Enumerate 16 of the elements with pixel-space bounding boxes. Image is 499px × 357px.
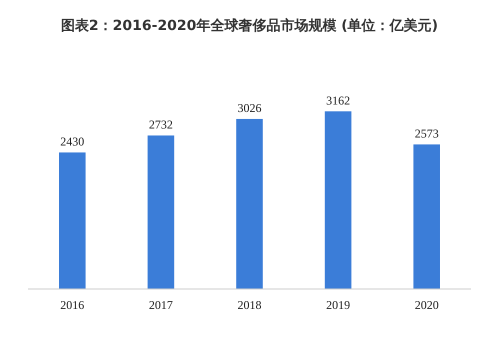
bar xyxy=(59,152,86,289)
x-tick-label: 2020 xyxy=(414,298,439,312)
bar xyxy=(324,111,352,289)
x-tick-label: 2017 xyxy=(148,298,173,312)
data-label: 2573 xyxy=(414,126,439,140)
bar xyxy=(236,118,263,289)
data-label: 3026 xyxy=(238,100,262,115)
x-tick-label: 2019 xyxy=(326,298,350,312)
chart-title: 图表2：2016-2020年全球奢侈品市场规模 (单位：亿美元) xyxy=(60,17,438,34)
bar xyxy=(413,144,440,289)
bar xyxy=(148,135,174,289)
x-tick-label: 2016 xyxy=(60,298,84,312)
data-label: 2732 xyxy=(148,117,173,132)
data-label: 2430 xyxy=(60,134,84,148)
data-label: 3162 xyxy=(326,93,350,108)
x-tick-label: 2018 xyxy=(238,298,262,312)
